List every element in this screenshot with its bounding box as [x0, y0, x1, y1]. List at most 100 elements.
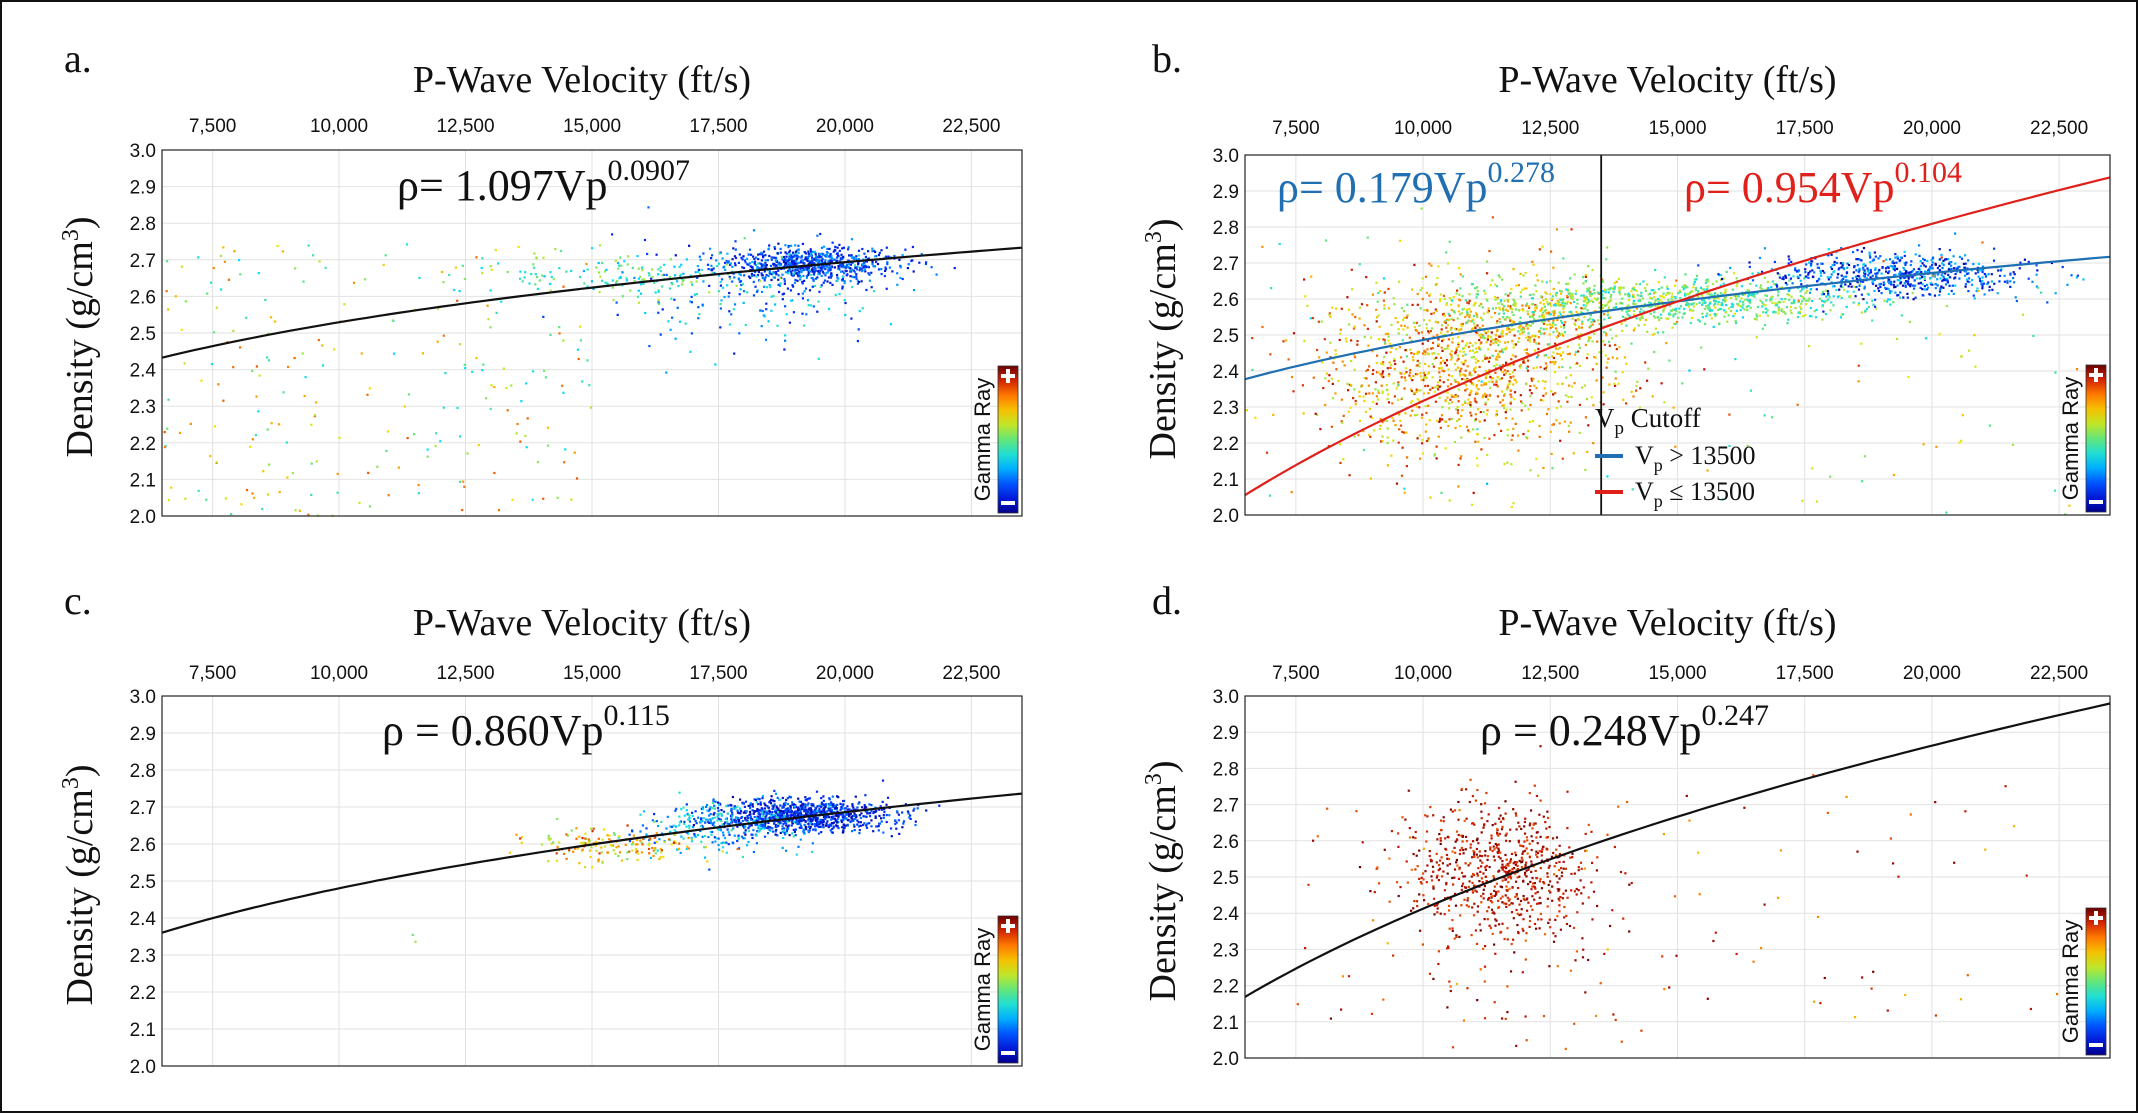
- scatter-point: [743, 267, 745, 269]
- scatter-point: [1811, 467, 1813, 469]
- scatter-point: [733, 276, 735, 278]
- scatter-point: [1397, 399, 1399, 401]
- scatter-point: [764, 263, 766, 265]
- scatter-point: [709, 248, 711, 250]
- scatter-point: [636, 255, 638, 257]
- scatter-point: [1586, 288, 1588, 290]
- scatter-point: [1784, 298, 1786, 300]
- scatter-point: [914, 824, 916, 826]
- scatter-point: [1419, 372, 1421, 374]
- scatter-point: [749, 277, 751, 279]
- scatter-point: [1738, 295, 1740, 297]
- scatter-point: [1542, 312, 1544, 314]
- scatter-point: [533, 267, 535, 269]
- scatter-point: [251, 370, 253, 372]
- scatter-point: [1888, 288, 1890, 290]
- scatter-point: [1575, 351, 1577, 353]
- scatter-point: [522, 280, 524, 282]
- scatter-point: [1893, 474, 1895, 476]
- scatter-point: [1387, 393, 1389, 395]
- scatter-point: [1602, 340, 1604, 342]
- y-tick-label: 2.3: [1213, 398, 1239, 419]
- scatter-point: [369, 505, 371, 507]
- scatter-point: [1513, 346, 1515, 348]
- scatter-point: [1462, 404, 1464, 406]
- scatter-point: [1541, 281, 1543, 283]
- scatter-point: [1542, 380, 1544, 382]
- scatter-point: [1518, 337, 1520, 339]
- scatter-point: [478, 444, 480, 446]
- scatter-point: [719, 303, 721, 305]
- scatter-point: [604, 270, 606, 272]
- scatter-point: [1356, 344, 1358, 346]
- scatter-point: [1538, 343, 1540, 345]
- scatter-point: [565, 271, 567, 273]
- scatter-point: [1706, 285, 1708, 287]
- scatter-point: [251, 492, 253, 494]
- scatter-point: [1680, 305, 1682, 307]
- scatter-point: [1372, 373, 1374, 375]
- scatter-point: [1806, 290, 1808, 292]
- scatter-point: [1756, 315, 1758, 317]
- scatter-point: [1410, 352, 1412, 354]
- scatter-point: [407, 437, 409, 439]
- scatter-point: [1369, 408, 1371, 410]
- scatter-point: [845, 266, 847, 268]
- scatter-point: [1452, 280, 1454, 282]
- scatter-point: [1412, 375, 1414, 377]
- scatter-point: [1422, 352, 1424, 354]
- scatter-point: [1402, 328, 1404, 330]
- scatter-point: [1905, 270, 1907, 272]
- scatter-point: [1416, 330, 1418, 332]
- scatter-point: [735, 257, 737, 259]
- scatter-point: [1838, 268, 1840, 270]
- scatter-point: [1380, 363, 1382, 365]
- scatter-point: [1359, 307, 1361, 309]
- scatter-point: [1988, 273, 1990, 275]
- scatter-point: [1378, 338, 1380, 340]
- scatter-point: [1895, 262, 1897, 264]
- scatter-point: [915, 821, 917, 823]
- scatter-point: [865, 256, 867, 258]
- scatter-point: [1908, 278, 1910, 280]
- scatter-point: [1543, 314, 1545, 316]
- scatter-point: [1954, 285, 1956, 287]
- scatter-point: [746, 258, 748, 260]
- scatter-point: [1862, 264, 1864, 266]
- scatter-point: [1506, 333, 1508, 335]
- scatter-point: [772, 263, 774, 265]
- scatter-point: [811, 277, 813, 279]
- scatter-point: [441, 271, 443, 273]
- scatter-point: [1934, 283, 1936, 285]
- scatter-point: [1518, 309, 1520, 311]
- scatter-point: [1293, 332, 1295, 334]
- scatter-point: [1690, 322, 1692, 324]
- scatter-point: [1514, 369, 1516, 371]
- scatter-point: [784, 305, 786, 307]
- scatter-point: [385, 450, 387, 452]
- scatter-point: [267, 493, 269, 495]
- scatter-point: [1459, 457, 1461, 459]
- scatter-point: [1529, 294, 1531, 296]
- scatter-point: [1949, 285, 1951, 287]
- scatter-point: [1512, 418, 1514, 420]
- scatter-point: [896, 272, 898, 274]
- scatter-point: [1466, 309, 1468, 311]
- scatter-point: [860, 821, 862, 823]
- scatter-point: [1661, 382, 1663, 384]
- scatter-point: [1404, 379, 1406, 381]
- scatter-point: [2036, 269, 2038, 271]
- scatter-point: [1246, 409, 1248, 411]
- scatter-point: [1592, 269, 1594, 271]
- scatter-point: [720, 285, 722, 287]
- scatter-point: [1616, 348, 1618, 350]
- scatter-point: [1711, 317, 1713, 319]
- scatter-point: [1923, 264, 1925, 266]
- scatter-point: [822, 258, 824, 260]
- scatter-point: [657, 268, 659, 270]
- scatter-point: [808, 269, 810, 271]
- scatter-point: [1445, 327, 1447, 329]
- scatter-point: [1518, 327, 1520, 329]
- scatter-point: [1853, 271, 1855, 273]
- scatter-point: [1924, 278, 1926, 280]
